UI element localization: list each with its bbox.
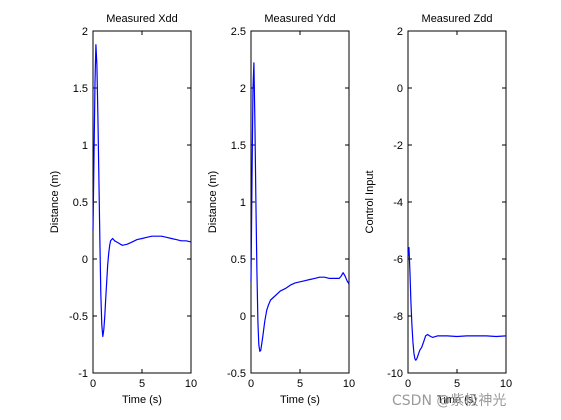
y-tick-label: -4 bbox=[393, 197, 403, 209]
x-tick-label: 5 bbox=[139, 378, 145, 390]
y-tick-label: -2 bbox=[393, 140, 403, 152]
x-tick-label: 0 bbox=[248, 378, 254, 390]
y-tick-label: -0.5 bbox=[69, 311, 88, 323]
y-axis-label-1: Distance (m) bbox=[49, 171, 61, 233]
x-tick-label: 0 bbox=[90, 378, 96, 390]
y-tick-label: -0.5 bbox=[227, 368, 246, 380]
y-tick-label: 1.5 bbox=[231, 140, 246, 152]
y-tick-label: -1 bbox=[78, 368, 88, 380]
y-tick-label: 1 bbox=[240, 197, 246, 209]
y-tick-label: 2 bbox=[82, 26, 88, 38]
chart-title-1: Measured Xdd bbox=[106, 13, 178, 25]
x-tick-label: 5 bbox=[297, 378, 303, 390]
y-axis-label-2: Distance (m) bbox=[207, 171, 219, 233]
y-tick-label: 0 bbox=[82, 254, 88, 266]
x-tick-label: 10 bbox=[185, 378, 197, 390]
series-line-1-1 bbox=[92, 44, 192, 338]
y-tick-label: 1 bbox=[82, 140, 88, 152]
series-line-2-1 bbox=[250, 62, 350, 352]
x-axis-label-1: Time (s) bbox=[122, 394, 162, 406]
x-tick-label: 5 bbox=[454, 378, 460, 390]
y-tick-label: -8 bbox=[393, 311, 403, 323]
axes-box-2 bbox=[250, 30, 350, 374]
series-line-3-1 bbox=[407, 247, 507, 361]
x-tick-label: 10 bbox=[343, 378, 355, 390]
x-tick-label: 0 bbox=[405, 378, 411, 390]
y-tick-label: 0 bbox=[397, 83, 403, 95]
axes-box-3 bbox=[407, 30, 507, 374]
y-tick-label: 2 bbox=[397, 26, 403, 38]
y-tick-label: 0 bbox=[240, 311, 246, 323]
watermark: CSDN @紫极神光 bbox=[392, 393, 507, 409]
y-tick-label: -6 bbox=[393, 254, 403, 266]
y-tick-label: -10 bbox=[387, 368, 403, 380]
y-axis-label-3: Control Input bbox=[364, 171, 376, 234]
x-axis-label-2: Time (s) bbox=[280, 394, 320, 406]
chart-title-3: Measured Zdd bbox=[422, 13, 493, 25]
y-tick-label: 2.5 bbox=[231, 26, 246, 38]
y-tick-label: 2 bbox=[240, 83, 246, 95]
x-axis-label-3: Time (s) bbox=[437, 394, 477, 406]
x-tick-label: 10 bbox=[500, 378, 512, 390]
y-tick-label: 1.5 bbox=[73, 83, 88, 95]
axes-box-1 bbox=[92, 30, 192, 374]
y-tick-label: 0.5 bbox=[73, 197, 88, 209]
y-tick-label: 0.5 bbox=[231, 254, 246, 266]
chart-title-2: Measured Ydd bbox=[264, 13, 335, 25]
